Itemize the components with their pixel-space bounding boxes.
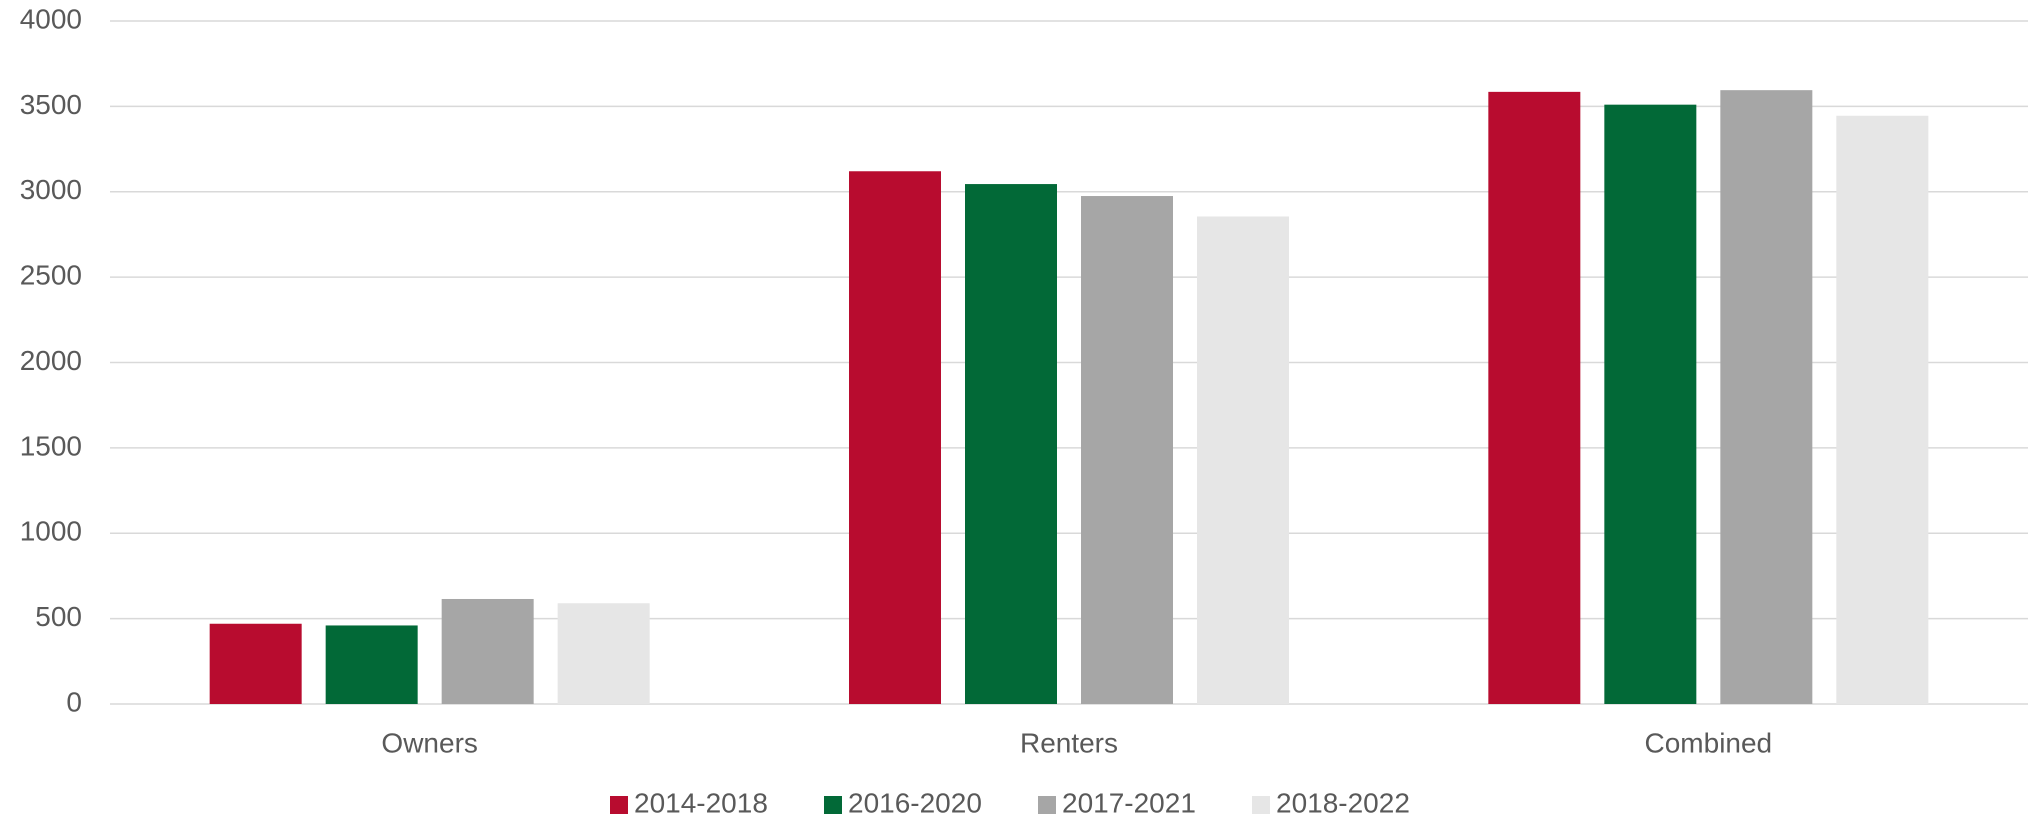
- legend-swatch: [610, 796, 628, 814]
- bar: [209, 623, 302, 704]
- legend-label: 2017-2021: [1062, 787, 1196, 818]
- x-tick-label: Renters: [1020, 727, 1118, 758]
- bar: [1604, 104, 1697, 705]
- bar: [849, 171, 941, 704]
- x-tick-label: Combined: [1645, 727, 1773, 758]
- y-tick-label: 0: [66, 686, 82, 717]
- legend-label: 2018-2022: [1276, 787, 1410, 818]
- bar: [1720, 90, 1813, 704]
- bar: [1081, 196, 1173, 705]
- bar: [325, 625, 418, 704]
- y-tick-label: 4000: [20, 3, 82, 34]
- legend-swatch: [1252, 796, 1270, 814]
- bar: [557, 603, 650, 704]
- bar: [441, 598, 534, 704]
- legend-swatch: [824, 796, 842, 814]
- bar: [1488, 91, 1581, 704]
- bar: [1836, 115, 1929, 705]
- y-tick-label: 3000: [20, 174, 82, 205]
- y-tick-label: 500: [35, 601, 82, 632]
- bar: [965, 184, 1057, 704]
- x-tick-label: Owners: [381, 727, 477, 758]
- y-tick-label: 2000: [20, 345, 82, 376]
- y-tick-label: 3500: [20, 89, 82, 120]
- y-tick-label: 1000: [20, 516, 82, 547]
- legend-label: 2014-2018: [634, 787, 768, 818]
- legend-label: 2016-2020: [848, 787, 982, 818]
- legend-swatch: [1038, 796, 1056, 814]
- y-tick-label: 1500: [20, 430, 82, 461]
- bar: [1197, 216, 1289, 705]
- y-tick-label: 2500: [20, 260, 82, 291]
